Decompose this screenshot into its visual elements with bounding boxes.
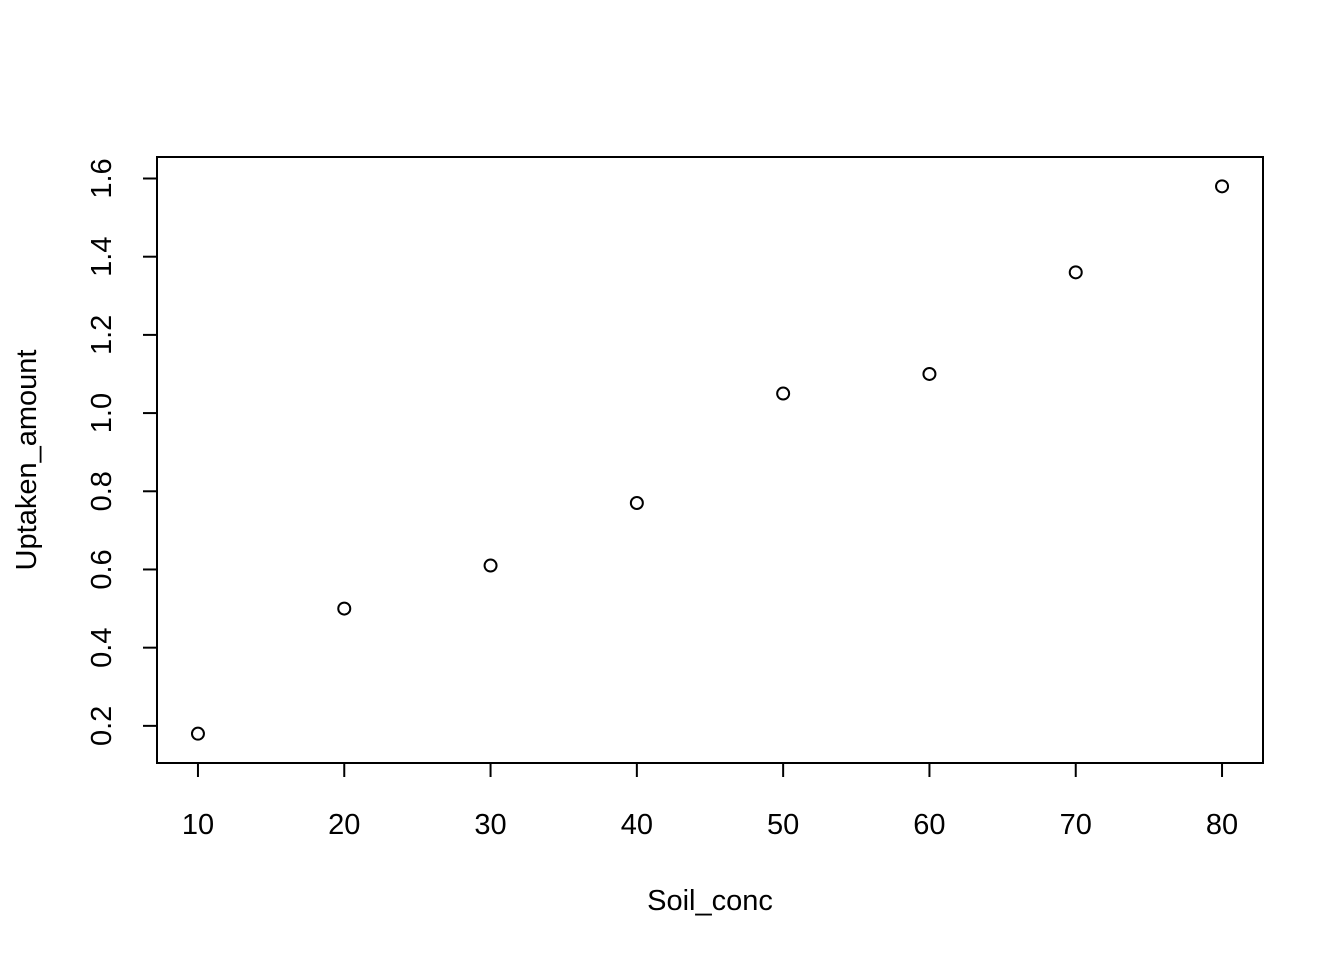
- y-tick-label: 0.2: [86, 706, 118, 746]
- x-tick-label: 70: [1060, 809, 1092, 841]
- x-tick-label: 10: [182, 809, 214, 841]
- y-axis-label: Uptaken_amount: [11, 350, 43, 571]
- data-point: [337, 601, 352, 616]
- x-tick-label: 80: [1206, 809, 1238, 841]
- y-tick-label: 1.0: [86, 393, 118, 433]
- data-point: [629, 496, 644, 511]
- y-axis: 0.2 0.4 0.6 0.8 1.0 1.2 1.4 1.6: [86, 158, 158, 746]
- data-point: [483, 558, 498, 573]
- x-axis-label: Soil_conc: [647, 885, 773, 917]
- x-tick-label: 30: [474, 809, 506, 841]
- data-point: [776, 386, 791, 401]
- data-points: [190, 179, 1230, 741]
- y-tick-label: 1.4: [86, 237, 118, 277]
- x-tick-label: 60: [913, 809, 945, 841]
- y-tick-label: 0.4: [86, 628, 118, 668]
- data-point: [922, 366, 937, 381]
- data-point: [190, 726, 205, 741]
- data-point: [1215, 179, 1230, 194]
- data-point: [1068, 265, 1083, 280]
- x-tick-label: 40: [621, 809, 653, 841]
- plot-frame: [156, 156, 1264, 764]
- y-tick-label: 1.6: [86, 158, 118, 198]
- x-tick-label: 50: [767, 809, 799, 841]
- y-tick-label: 1.2: [86, 315, 118, 355]
- x-tick-label: 20: [328, 809, 360, 841]
- y-tick-label: 0.6: [86, 549, 118, 589]
- y-tick-label: 0.8: [86, 471, 118, 511]
- x-axis: 10 20 30 40 50 60 70 80: [182, 762, 1238, 841]
